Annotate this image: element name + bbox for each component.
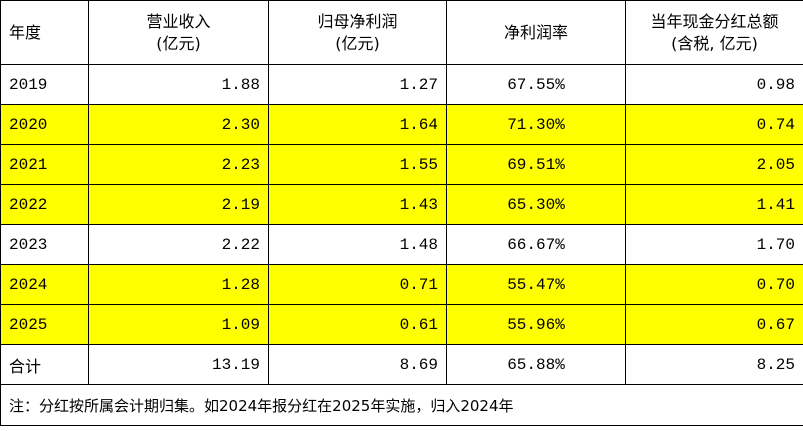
table-cell: 2.22 — [88, 224, 269, 265]
note: 注：分红按所属会计期归集。如2024年报分红在2025年实施，归入2024年 — [0, 384, 803, 426]
table-row: 合计 13.19 8.69 65.88% 8.25 — [0, 344, 803, 385]
table-cell: 2025 — [0, 304, 89, 345]
header-cell: 净利润率 — [446, 0, 626, 65]
header-text: 归母净利润 — [317, 11, 398, 31]
header-cell: 当年现金分红总额 (含税, 亿元) — [625, 0, 803, 65]
table-cell: 0.70 — [625, 264, 803, 305]
header-text: (亿元) — [335, 33, 380, 53]
table-cell: 0.67 — [625, 304, 803, 345]
header-row: 年度 营业收入 (亿元) 归母净利润 (亿元) 净利润率 当年现金分红总额 (含税, 亿元) — [0, 0, 803, 65]
header-text: 年度 — [9, 22, 42, 42]
table-cell: 1.48 — [268, 224, 447, 265]
header-cell: 年度 — [0, 0, 89, 65]
table-cell: 65.30% — [446, 184, 626, 225]
table-row: 2022 2.19 1.43 65.30% 1.41 — [0, 184, 803, 225]
table-cell: 2.05 — [625, 144, 803, 185]
table-cell: 1.27 — [268, 64, 447, 105]
table-cell: 2019 — [0, 64, 89, 105]
table-cell: 1.41 — [625, 184, 803, 225]
header-cell: 归母净利润 (亿元) — [268, 0, 447, 65]
table-cell: 71.30% — [446, 104, 626, 145]
table-cell: 0.74 — [625, 104, 803, 145]
table-cell: 66.67% — [446, 224, 626, 265]
table-cell: 2022 — [0, 184, 89, 225]
table-cell: 2.23 — [88, 144, 269, 185]
table-cell: 55.47% — [446, 264, 626, 305]
header-cell: 营业收入 (亿元) — [88, 0, 269, 65]
table-cell: 1.70 — [625, 224, 803, 265]
header-text: (亿元) — [156, 33, 201, 53]
table-cell: 1.55 — [268, 144, 447, 185]
table-cell: 2020 — [0, 104, 89, 145]
table-cell: 1.88 — [88, 64, 269, 105]
note-row: 注：分红按所属会计期归集。如2024年报分红在2025年实施，归入2024年 — [0, 384, 803, 426]
table-row: 2025 1.09 0.61 55.96% 0.67 — [0, 304, 803, 345]
table-row: 2023 2.22 1.48 66.67% 1.70 — [0, 224, 803, 265]
table-cell: 8.25 — [625, 344, 803, 385]
table-cell: 2.30 — [88, 104, 269, 145]
table-cell: 55.96% — [446, 304, 626, 345]
table-cell: 69.51% — [446, 144, 626, 185]
table-cell: 2024 — [0, 264, 89, 305]
table-row: 2019 1.88 1.27 67.55% 0.98 — [0, 64, 803, 105]
table-cell: 8.69 — [268, 344, 447, 385]
header-text: (含税, 亿元) — [671, 33, 758, 53]
table-cell: 13.19 — [88, 344, 269, 385]
table-cell: 2021 — [0, 144, 89, 185]
table-cell: 0.61 — [268, 304, 447, 345]
table-cell: 65.88% — [446, 344, 626, 385]
table-cell: 合计 — [0, 344, 89, 385]
header-text: 当年现金分红总额 — [650, 11, 779, 31]
table-cell: 0.71 — [268, 264, 447, 305]
header-text: 营业收入 — [146, 11, 211, 31]
table-row: 2024 1.28 0.71 55.47% 0.70 — [0, 264, 803, 305]
table-row: 2020 2.30 1.64 71.30% 0.74 — [0, 104, 803, 145]
table-row: 2021 2.23 1.55 69.51% 2.05 — [0, 144, 803, 185]
table-cell: 2023 — [0, 224, 89, 265]
table-cell: 67.55% — [446, 64, 626, 105]
header-text: 净利润率 — [503, 22, 568, 42]
table-cell: 1.64 — [268, 104, 447, 145]
table-cell: 1.28 — [88, 264, 269, 305]
table-cell: 1.09 — [88, 304, 269, 345]
table-cell: 1.43 — [268, 184, 447, 225]
table-cell: 2.19 — [88, 184, 269, 225]
table-cell: 0.98 — [625, 64, 803, 105]
